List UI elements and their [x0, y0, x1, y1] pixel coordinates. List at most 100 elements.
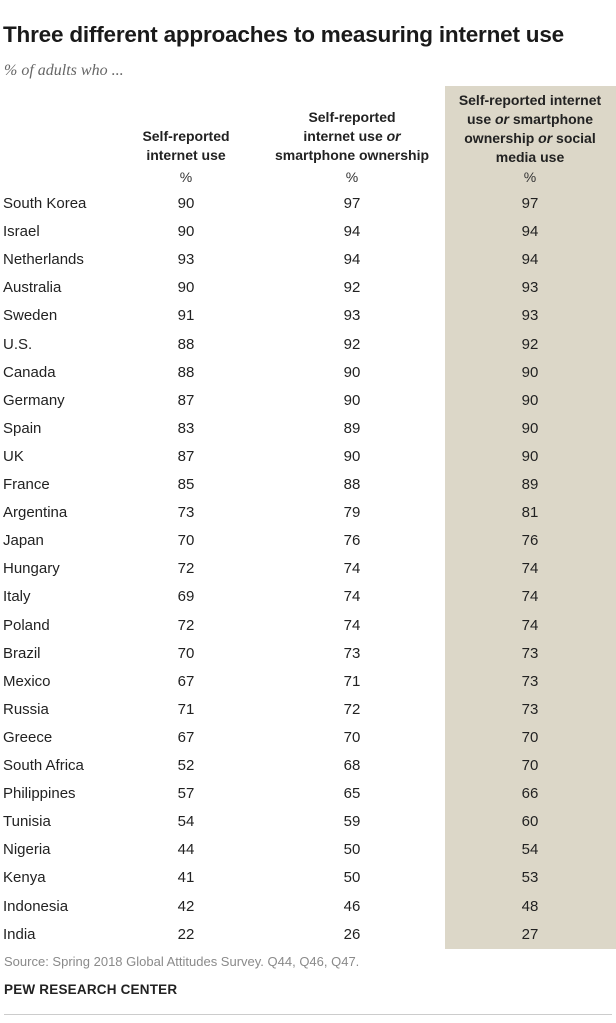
table-row: Indonesia 42 46 48: [0, 898, 616, 926]
value-cell-col3: 74: [521, 588, 539, 606]
value-cell-col3: 97: [521, 195, 539, 212]
value-cell-col1: 42: [177, 897, 195, 915]
table-row: Israel 90 94 94: [0, 223, 616, 251]
value-cell-col2: 89: [343, 419, 361, 437]
value-cell-col1: 88: [177, 363, 195, 381]
value-cell-col3: 90: [521, 363, 539, 381]
country-label: Hungary: [3, 560, 60, 578]
country-label: Canada: [3, 363, 56, 381]
value-cell-col1: 70: [177, 532, 195, 550]
column-header-2-line: internet use or: [303, 128, 401, 144]
value-cell-col2: 88: [343, 476, 361, 493]
country-label: Japan: [3, 532, 44, 550]
value-cell-col3: 92: [521, 335, 539, 353]
value-cell-col2: 70: [343, 728, 361, 746]
country-label: Russia: [3, 700, 49, 718]
column-header-3-line: Self-reported internet: [458, 92, 602, 108]
column-1-unit: %: [179, 169, 193, 185]
value-cell-col1: 70: [177, 644, 195, 662]
source-note: Source: Spring 2018 Global Attitudes Sur…: [4, 954, 360, 969]
value-cell-col1: 88: [177, 335, 195, 353]
column-header-3-line: media use: [495, 149, 565, 165]
value-cell-col1: 44: [177, 841, 195, 859]
country-label: Spain: [3, 419, 42, 437]
brand-logo-text: PEW RESEARCH CENTER: [4, 982, 178, 997]
table-row: Germany 87 90 90: [0, 392, 616, 420]
column-3-unit: %: [523, 169, 537, 185]
table-row: Poland 72 74 74: [0, 617, 616, 645]
country-label: Brazil: [3, 644, 41, 662]
value-cell-col2: 46: [343, 897, 361, 915]
value-cell-col3: 81: [521, 504, 539, 522]
country-label: South Africa: [3, 757, 84, 774]
column-header-1-line: Self-reported: [142, 128, 230, 144]
table-row: Russia 71 72 73: [0, 701, 616, 729]
value-cell-col2: 92: [343, 335, 361, 353]
value-cell-col3: 54: [521, 841, 539, 859]
value-cell-col1: 87: [177, 447, 195, 465]
country-label: Israel: [3, 223, 40, 241]
country-label: Sweden: [3, 307, 58, 325]
value-cell-col1: 71: [177, 700, 195, 718]
value-cell-col1: 90: [177, 195, 195, 212]
value-cell-col2: 74: [343, 588, 361, 606]
value-cell-col1: 54: [177, 813, 195, 831]
table-row: Japan 70 76 76: [0, 532, 616, 560]
chart-title: Three different approaches to measuring …: [3, 22, 564, 47]
value-cell-col1: 57: [177, 785, 195, 803]
column-header-2-line: Self-reported: [308, 109, 396, 125]
value-cell-col2: 26: [343, 925, 361, 943]
country-label: UK: [3, 447, 24, 465]
table-row: Canada 88 90 90: [0, 364, 616, 392]
value-cell-col2: 79: [343, 504, 361, 522]
value-cell-col3: 70: [521, 728, 539, 746]
value-cell-col3: 73: [521, 644, 539, 662]
country-label: Kenya: [3, 869, 46, 887]
value-cell-col2: 73: [343, 644, 361, 662]
value-cell-col1: 67: [177, 672, 195, 690]
country-label: Poland: [3, 616, 50, 634]
value-cell-col3: 27: [521, 925, 539, 943]
value-cell-col3: 94: [521, 251, 539, 269]
country-label: India: [3, 925, 36, 943]
value-cell-col1: 73: [177, 504, 195, 522]
table-row: Tunisia 54 59 60: [0, 813, 616, 841]
table-row: UK 87 90 90: [0, 448, 616, 476]
value-cell-col3: 93: [521, 279, 539, 297]
table-row: Mexico 67 71 73: [0, 673, 616, 701]
value-cell-col1: 85: [177, 476, 195, 493]
table-row: Kenya 41 50 53: [0, 869, 616, 897]
value-cell-col3: 94: [521, 223, 539, 241]
chart-subtitle: % of adults who ...: [4, 62, 124, 79]
table-row: Australia 90 92 93: [0, 279, 616, 307]
value-cell-col2: 94: [343, 251, 361, 269]
country-label: U.S.: [3, 335, 33, 353]
table-row: Philippines 57 65 66: [0, 785, 616, 813]
value-cell-col3: 53: [521, 869, 539, 887]
country-label: Italy: [3, 588, 31, 606]
column-header-3-line: ownership or social: [464, 130, 596, 146]
country-label: Germany: [3, 391, 65, 409]
value-cell-col1: 72: [177, 616, 195, 634]
country-label: Netherlands: [3, 251, 84, 269]
value-cell-col3: 74: [521, 560, 539, 578]
value-cell-col2: 92: [343, 279, 361, 297]
country-label: Nigeria: [3, 841, 51, 859]
column-header-2: Self-reported internet use or smartphone…: [255, 108, 449, 165]
highlight-column-background: [445, 86, 616, 949]
value-cell-col2: 50: [343, 841, 361, 859]
column-header-3: Self-reported internet use or smartphone…: [441, 91, 616, 167]
value-cell-col1: 41: [177, 869, 195, 887]
table-row: Sweden 91 93 93: [0, 307, 616, 335]
value-cell-col2: 97: [343, 195, 361, 212]
bottom-divider: [4, 1014, 612, 1015]
table-row: India 22 26 27: [0, 926, 616, 954]
country-label: France: [3, 476, 50, 493]
column-header-2-line: smartphone ownership: [274, 147, 430, 163]
value-cell-col2: 50: [343, 869, 361, 887]
value-cell-col1: 69: [177, 588, 195, 606]
value-cell-col3: 90: [521, 391, 539, 409]
country-label: Tunisia: [3, 813, 51, 831]
value-cell-col2: 90: [343, 363, 361, 381]
value-cell-col1: 22: [177, 925, 195, 943]
